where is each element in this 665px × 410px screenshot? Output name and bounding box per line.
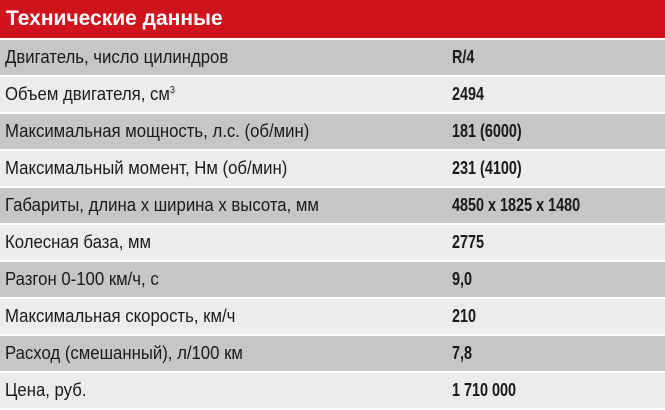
row-value: 7,8 <box>452 343 473 363</box>
table-row: Максимальная мощность, л.с. (об/мин) 181 … <box>0 114 665 149</box>
row-label: Расход (смешанный), л/100 км <box>5 343 243 363</box>
specs-table: Двигатель, число цилиндров R/4 Объем двиг… <box>0 40 665 408</box>
table-row: Цена, руб. 1 710 000 <box>0 373 665 408</box>
table-row: Колесная база, мм 2775 <box>0 225 665 260</box>
row-label: Максимальный момент, Нм (об/мин) <box>5 158 288 178</box>
row-value: 2494 <box>452 84 485 104</box>
row-label: Цена, руб. <box>5 380 87 400</box>
row-value: 9,0 <box>452 269 473 289</box>
row-value: 181 (6000) <box>452 121 522 141</box>
row-label: Габариты, длина х ширина х высота, мм <box>5 195 319 215</box>
table-row: Объем двигателя, см3 2494 <box>0 77 665 112</box>
superscript: 3 <box>169 85 176 96</box>
table-row: Двигатель, число цилиндров R/4 <box>0 40 665 75</box>
row-label: Объем двигателя, см3 <box>5 84 175 105</box>
row-label: Максимальная мощность, л.с. (об/мин) <box>5 121 310 141</box>
row-label: Максимальная скорость, км/ч <box>5 306 236 326</box>
table-row: Разгон 0-100 км/ч, с 9,0 <box>0 262 665 297</box>
row-label-text: Объем двигателя, см <box>5 84 170 104</box>
table-row: Максимальный момент, Нм (об/мин) 231 (410… <box>0 151 665 186</box>
table-row: Максимальная скорость, км/ч 210 <box>0 299 665 334</box>
row-value: 210 <box>452 306 477 326</box>
table-row: Габариты, длина х ширина х высота, мм 485… <box>0 188 665 223</box>
row-label: Разгон 0-100 км/ч, с <box>5 269 159 289</box>
row-value: 2775 <box>452 232 485 252</box>
row-value: 231 (4100) <box>452 158 522 178</box>
row-value: 1 710 000 <box>452 380 517 400</box>
table-title: Технические данные <box>0 0 665 38</box>
row-value: R/4 <box>452 47 475 67</box>
row-label: Двигатель, число цилиндров <box>5 47 229 67</box>
table-row: Расход (смешанный), л/100 км 7,8 <box>0 336 665 371</box>
row-label: Колесная база, мм <box>5 232 152 252</box>
row-value: 4850 x 1825 x 1480 <box>452 195 581 215</box>
